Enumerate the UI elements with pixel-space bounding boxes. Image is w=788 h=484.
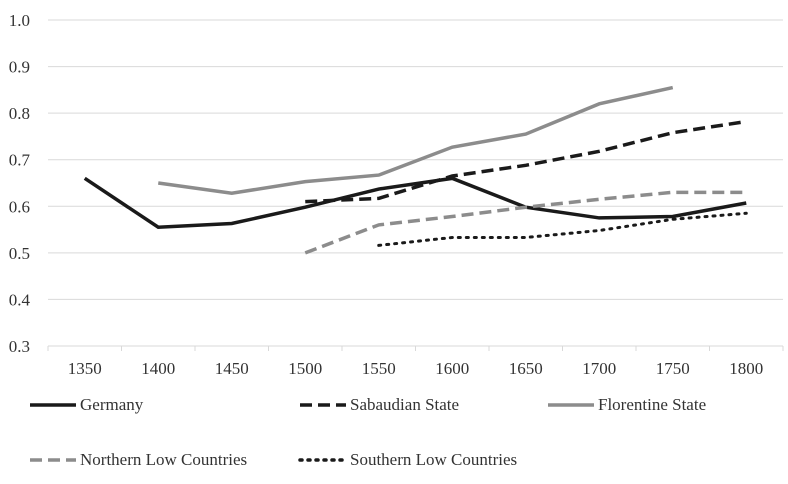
x-tick-label: 1650 [509, 359, 543, 378]
series-line-2 [158, 85, 674, 196]
x-tick-label: 1550 [362, 359, 396, 378]
series-line-3 [304, 190, 747, 255]
series-line-1 [305, 119, 747, 204]
y-tick-label: 0.4 [9, 290, 31, 309]
y-tick-label: 0.9 [9, 58, 30, 77]
series-line-4 [377, 211, 748, 247]
x-tick-label: 1700 [582, 359, 616, 378]
x-tick-label: 1450 [215, 359, 249, 378]
legend-label: Germany [80, 395, 144, 414]
x-tick-label: 1800 [729, 359, 763, 378]
legend-label: Florentine State [598, 395, 706, 414]
y-tick-label: 0.5 [9, 244, 30, 263]
legend-label: Northern Low Countries [80, 450, 247, 469]
legend-label: Sabaudian State [350, 395, 459, 414]
legend-label: Southern Low Countries [350, 450, 517, 469]
x-tick-label: 1350 [68, 359, 102, 378]
y-tick-label: 0.7 [9, 151, 31, 170]
y-tick-label: 0.8 [9, 104, 30, 123]
series-line-0 [83, 176, 747, 230]
x-tick-label: 1600 [435, 359, 469, 378]
x-tick-label: 1400 [141, 359, 175, 378]
y-tick-label: 1.0 [9, 11, 30, 30]
x-tick-label: 1750 [656, 359, 690, 378]
y-tick-label: 0.6 [9, 197, 30, 216]
x-tick-label: 1500 [288, 359, 322, 378]
y-tick-label: 0.3 [9, 337, 30, 356]
